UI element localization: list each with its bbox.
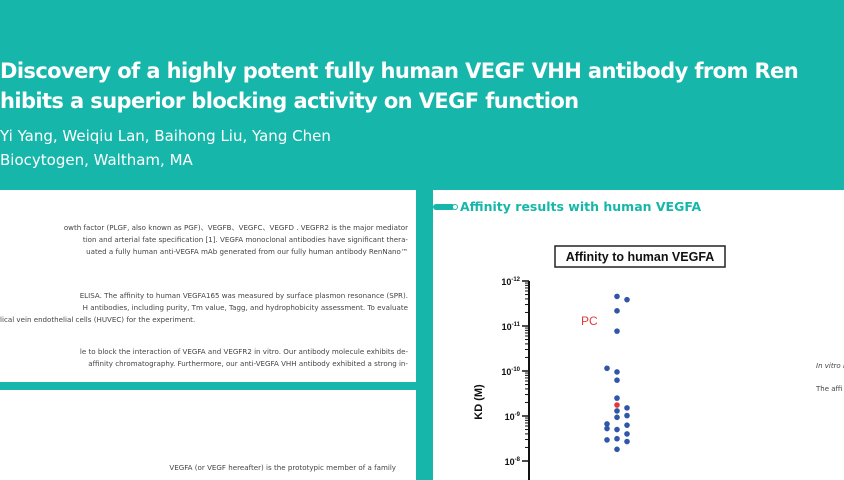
pc-point xyxy=(614,402,620,408)
side-text: The affi xyxy=(816,385,843,393)
introduction-panel: owth factor (PLGF, also known as PGF)、VE… xyxy=(0,190,416,382)
data-point xyxy=(614,308,620,314)
affinity-chart: Affinity to human VEGFA KD (M) PC 10-12 1… xyxy=(473,245,726,480)
chart-title: Affinity to human VEGFA xyxy=(566,250,715,264)
data-point xyxy=(604,437,610,443)
y-tick-label: 10-12 xyxy=(501,277,520,287)
y-tick-label: 10-10 xyxy=(501,367,520,377)
author-block: Yi Yang, Weiqiu Lan, Baihong Liu, Yang C… xyxy=(0,124,331,172)
affiliation: Biocytogen, Waltham, MA xyxy=(0,151,193,169)
background-panel: VEGFA (or VEGF hereafter) is the prototy… xyxy=(0,390,416,480)
data-point xyxy=(604,421,610,427)
intro-line: lical vein endothelial cells (HUVEC) for… xyxy=(0,315,196,324)
data-point xyxy=(614,446,620,453)
data-point xyxy=(614,408,620,414)
section-marker-icon xyxy=(433,204,458,210)
chart-title-box xyxy=(554,245,726,268)
data-point xyxy=(624,422,630,428)
data-point xyxy=(614,414,620,421)
results-panel: Affinity results with human VEGFA In vit… xyxy=(430,190,844,480)
data-point xyxy=(624,438,630,445)
data-point xyxy=(614,377,620,383)
background-text: VEGFA (or VEGF hereafter) is the prototy… xyxy=(169,463,396,472)
y-axis-label: KD (M) xyxy=(473,384,485,420)
data-point xyxy=(614,435,620,442)
authors: Yi Yang, Weiqiu Lan, Baihong Liu, Yang C… xyxy=(0,127,331,145)
intro-line: tion and arterial fate specification [1]… xyxy=(82,235,408,244)
data-point xyxy=(614,293,620,300)
pc-annotation: PC xyxy=(581,314,598,328)
intro-line: uated a fully human anti-VEGFA mAb gener… xyxy=(86,247,408,256)
data-point xyxy=(624,296,630,303)
section-title: Affinity results with human VEGFA xyxy=(460,199,702,214)
y-tick-label: 10-9 xyxy=(505,412,521,422)
data-point xyxy=(624,412,630,419)
data-point xyxy=(624,431,630,437)
y-tick-label: 10-11 xyxy=(502,322,521,332)
data-point xyxy=(604,365,610,372)
y-tick-label: 10-8 xyxy=(505,457,521,467)
data-point xyxy=(604,425,610,432)
intro-line: affinity chromatography. Furthermore, ou… xyxy=(88,359,408,368)
data-point xyxy=(624,405,630,411)
data-point xyxy=(614,395,620,401)
title-line-1: Discovery of a highly potent fully human… xyxy=(0,59,799,83)
poster-title: Discovery of a highly potent fully human… xyxy=(0,56,799,116)
intro-line: H antibodies, including purity, Tm value… xyxy=(82,303,408,312)
data-point xyxy=(614,328,620,334)
intro-line: owth factor (PLGF, also known as PGF)、VE… xyxy=(63,223,408,232)
data-point xyxy=(614,426,620,433)
title-line-2: hibits a superior blocking activity on V… xyxy=(0,89,579,113)
intro-line: ELISA. The affinity to human VEGFA165 wa… xyxy=(79,291,408,300)
side-text: In vitro b xyxy=(816,362,844,370)
intro-line: le to block the interaction of VEGFA and… xyxy=(79,347,408,356)
data-point xyxy=(614,369,620,375)
